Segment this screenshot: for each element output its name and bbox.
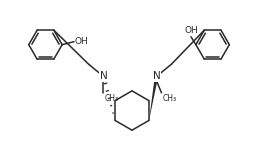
Text: N: N (153, 71, 161, 81)
Text: N: N (100, 71, 107, 81)
Text: OH: OH (75, 37, 89, 46)
Polygon shape (149, 76, 158, 120)
Text: CH₃: CH₃ (105, 94, 119, 103)
Text: CH₃: CH₃ (162, 94, 177, 103)
Text: OH: OH (184, 26, 198, 35)
